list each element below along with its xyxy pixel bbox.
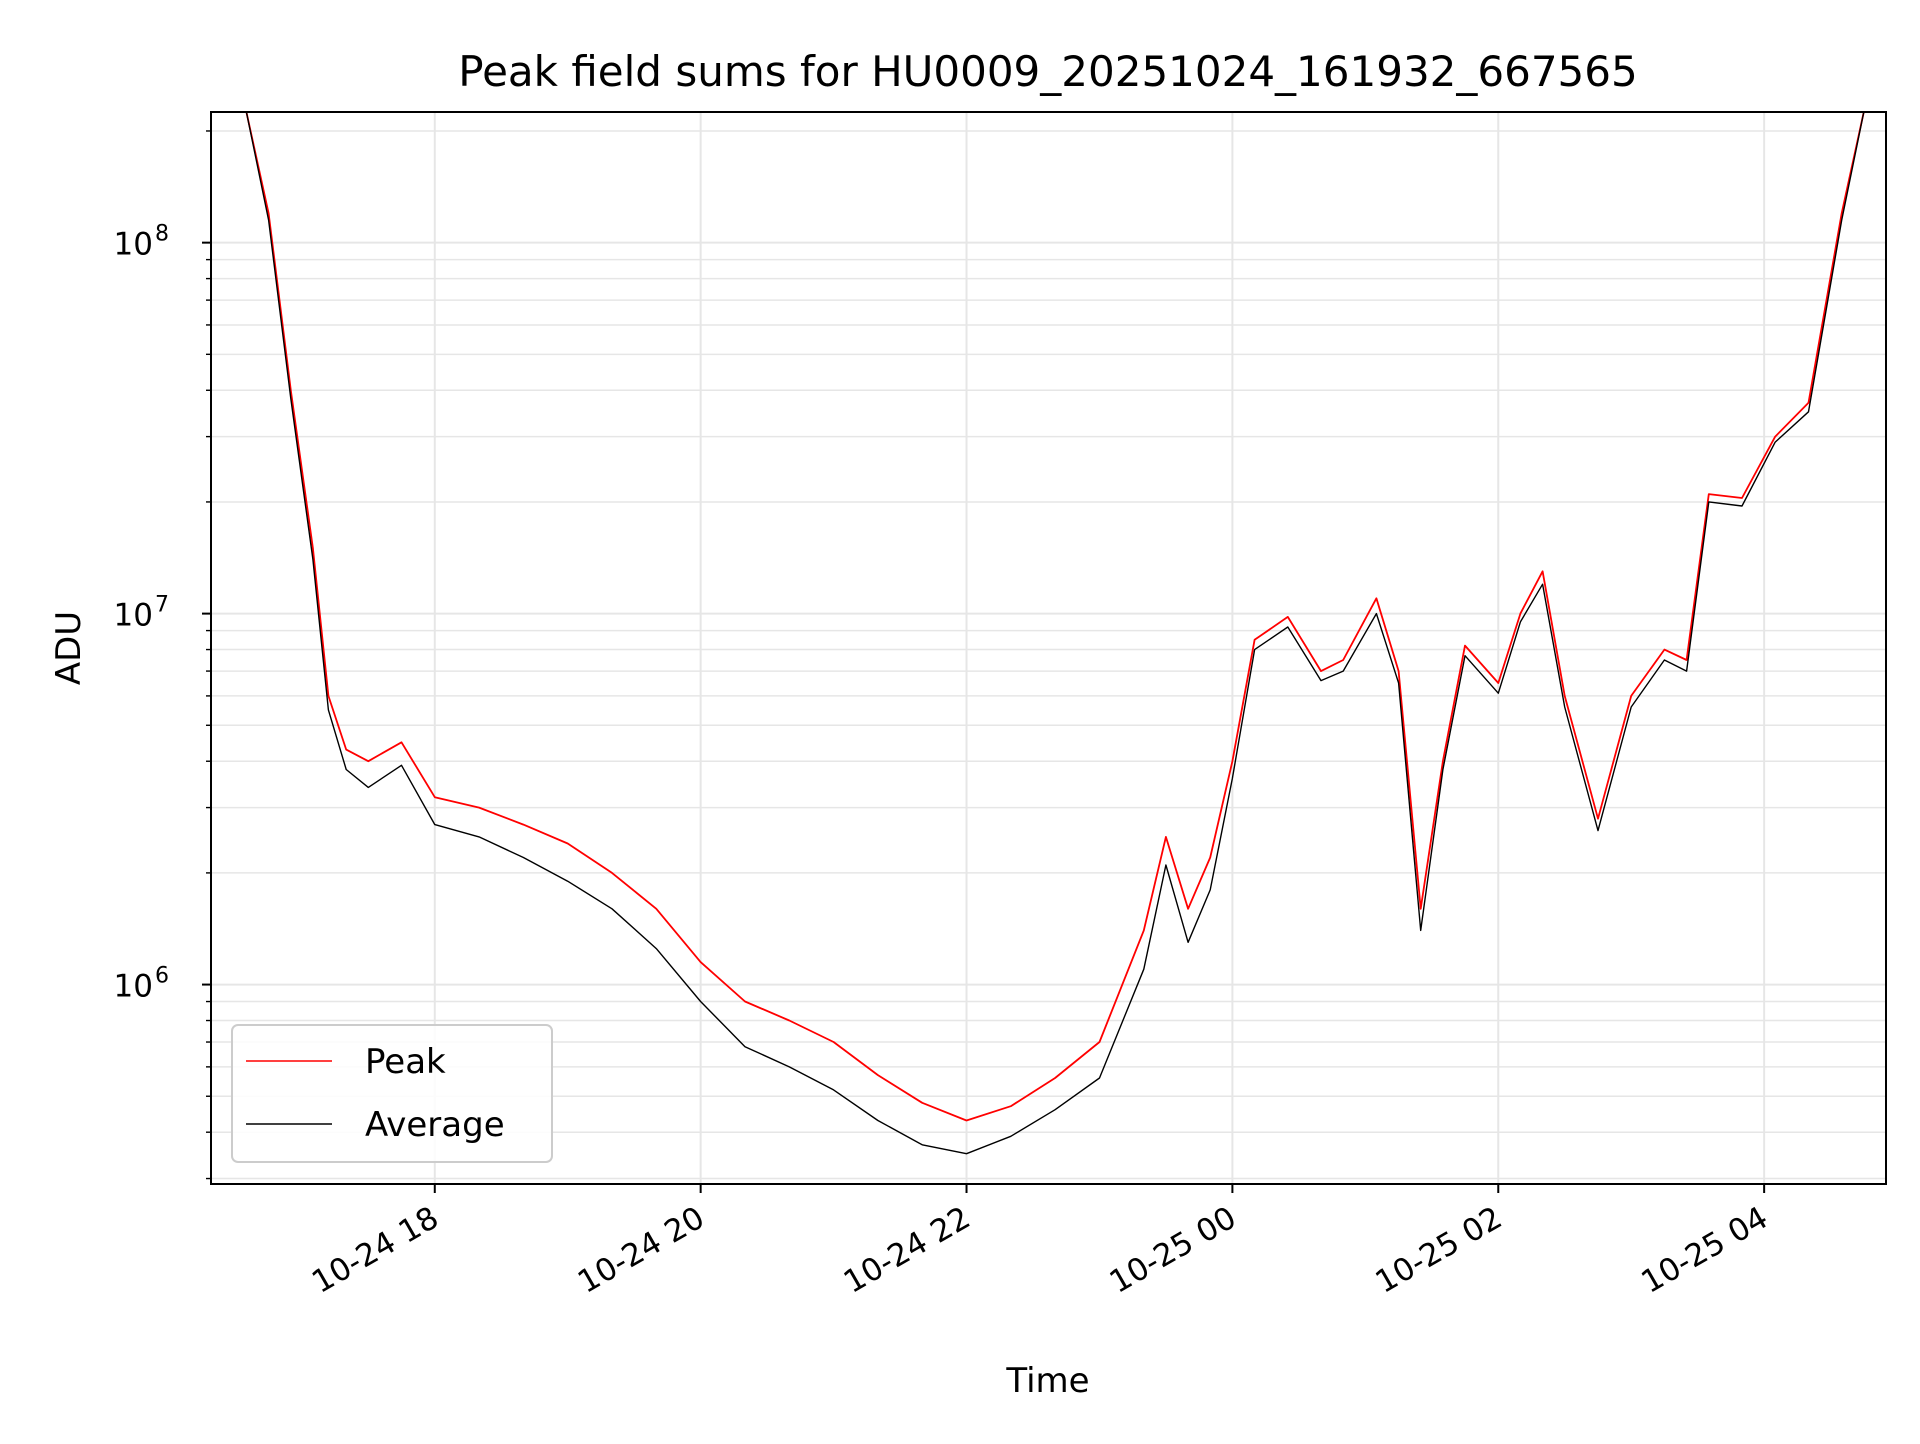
y-tick-label: 10 bbox=[114, 598, 153, 634]
legend-box bbox=[231, 1024, 553, 1163]
y-axis-label: ADU bbox=[49, 611, 89, 685]
y-tick-exponent: 7 bbox=[155, 593, 169, 618]
series-lines bbox=[245, 111, 1865, 1155]
series-line-average bbox=[245, 111, 1865, 1155]
plot-frame bbox=[210, 111, 1887, 1185]
series-line-peak bbox=[245, 111, 1865, 1122]
chart-title: Peak field sums for HU0009_20251024_1619… bbox=[458, 47, 1637, 96]
y-tick-label: 10 bbox=[114, 969, 153, 1005]
x-axis-label: Time bbox=[1005, 1361, 1089, 1401]
legend-label-peak: Peak bbox=[365, 1042, 446, 1082]
legend-label-average: Average bbox=[365, 1105, 505, 1145]
y-tick-exponent: 6 bbox=[155, 964, 169, 989]
y-tick-label: 10 bbox=[114, 227, 153, 263]
legend: Peak Average bbox=[231, 1024, 553, 1163]
y-tick-exponent: 8 bbox=[155, 222, 169, 247]
